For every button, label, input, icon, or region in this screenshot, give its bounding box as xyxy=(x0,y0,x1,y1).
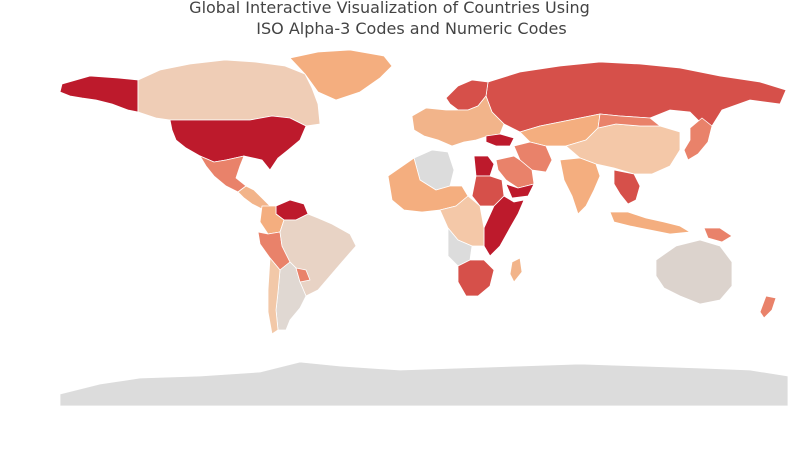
region-southern-africa[interactable]: Southern Africa xyxy=(457,259,495,297)
region-mongolia[interactable]: Mongolia xyxy=(597,113,661,129)
region-paraguay[interactable]: Paraguay xyxy=(295,267,311,283)
region-japan[interactable]: Japan xyxy=(683,117,713,161)
region-southeast-asia[interactable]: Southeast Asia xyxy=(613,169,641,205)
region-australia[interactable]: Australia xyxy=(655,239,733,305)
region-chile[interactable]: Chile xyxy=(267,257,281,335)
region-yemen[interactable]: Yemen xyxy=(505,183,535,199)
region-new-zealand[interactable]: New Zealand xyxy=(759,295,777,319)
region-greenland[interactable]: Greenland xyxy=(289,49,393,101)
region-madagascar[interactable]: Madagascar xyxy=(509,257,523,283)
region-antarctica[interactable]: Antarctica xyxy=(59,361,789,407)
map-title-line-2: ISO Alpha-3 Codes and Numeric Codes xyxy=(256,19,567,38)
region-europe[interactable]: Europe xyxy=(411,95,505,147)
region-india[interactable]: India xyxy=(559,157,601,215)
region-egypt[interactable]: Egypt xyxy=(473,155,495,177)
region-mexico[interactable]: Mexico xyxy=(199,155,247,193)
region-turkey[interactable]: Turkey xyxy=(485,133,515,147)
region-united-states[interactable]: United States xyxy=(169,115,307,171)
region-indonesia[interactable]: Indonesia xyxy=(609,211,691,235)
map-title-line-1: Global Interactive Visualization of Coun… xyxy=(189,0,590,17)
region-papua-new-guinea[interactable]: Papua New Guinea xyxy=(703,227,733,243)
region-canada[interactable]: Canada xyxy=(137,59,321,127)
region-alaska[interactable]: Alaska xyxy=(59,75,139,113)
